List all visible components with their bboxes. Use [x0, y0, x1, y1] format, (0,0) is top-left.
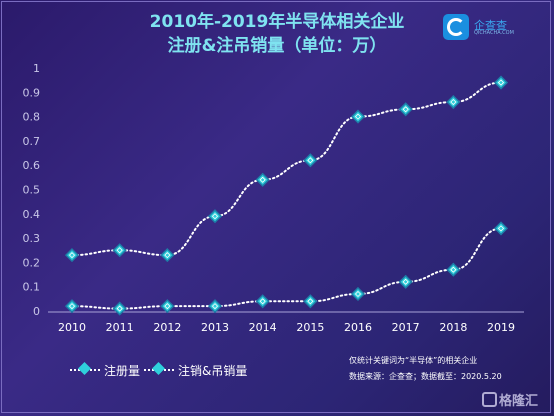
data-point-1-3 [207, 299, 223, 314]
data-point-1-0 [64, 299, 80, 314]
series-line-0 [71, 81, 502, 257]
watermark: 格隆汇 [482, 390, 538, 409]
data-point-inner-0-2 [164, 252, 171, 259]
watermark-text: 格隆汇 [499, 394, 539, 409]
data-point-inner-1-8 [450, 266, 457, 273]
gelonghui-logo-icon [482, 392, 497, 407]
x-tick-label: 2015 [296, 321, 324, 334]
data-point-1-6 [350, 286, 366, 302]
y-tick-label: 0.5 [23, 184, 41, 197]
data-point-1-7 [398, 274, 413, 289]
data-point-inner-1-1 [116, 305, 123, 312]
chart-title: 2010年-2019年半导体相关企业 注册&注吊销量（单位：万） [0, 10, 554, 58]
y-tick-label: 0.1 [23, 281, 41, 294]
y-tick-label: 0.7 [23, 135, 41, 148]
data-point-inner-1-7 [402, 278, 409, 285]
data-point-inner-1-0 [68, 303, 76, 310]
data-point-1-4 [255, 294, 270, 309]
y-tick-label: 0.6 [23, 159, 41, 172]
data-point-inner-1-3 [211, 303, 219, 310]
qichacha-c-logo-icon [443, 14, 469, 40]
y-tick-label: 1 [33, 62, 40, 75]
chart-title-line1: 2010年-2019年半导体相关企业 [149, 12, 405, 32]
chart-notes: 仅统计关键词为“半导体”的相关企业 数据来源：企查查；数据截至：2020.5.2… [349, 353, 502, 385]
data-point-0-4 [255, 172, 270, 187]
data-point-inner-1-6 [354, 290, 362, 298]
y-tick-label: 0.2 [23, 256, 41, 269]
data-point-1-8 [446, 262, 461, 277]
x-tick-label: 2012 [153, 321, 181, 334]
data-point-inner-0-3 [211, 213, 219, 220]
data-point-inner-1-5 [307, 298, 314, 305]
x-tick-label: 2011 [106, 321, 134, 334]
data-point-inner-0-6 [354, 113, 362, 120]
data-point-0-5 [303, 153, 318, 168]
series-line-1 [71, 227, 502, 310]
data-point-1-2 [160, 299, 175, 314]
data-point-1-9 [493, 221, 509, 236]
x-tick-label: 2019 [487, 321, 515, 334]
x-tick-label: 2014 [249, 321, 277, 334]
data-point-0-6 [350, 109, 366, 124]
x-tick-label: 2013 [201, 321, 229, 334]
data-point-0-1 [112, 243, 127, 258]
logo-name: 企查查 [474, 19, 507, 32]
data-point-inner-0-8 [450, 98, 457, 106]
data-point-inner-1-9 [497, 225, 505, 232]
data-point-0-2 [160, 248, 175, 263]
logo-sub: QICHACHA.COM [474, 30, 514, 36]
data-point-inner-0-0 [68, 252, 76, 259]
legend-label-registrations: 注册量 [104, 364, 141, 378]
y-tick-label: 0.3 [23, 232, 41, 245]
note-scope: 仅统计关键词为“半导体”的相关企业 [349, 356, 478, 365]
data-point-1-5 [303, 294, 318, 309]
data-point-0-0 [64, 248, 80, 263]
chart-title-line2: 注册&注吊销量（单位：万） [167, 36, 387, 56]
y-tick-label: 0.8 [23, 111, 41, 124]
data-point-inner-1-4 [259, 298, 266, 305]
data-point-inner-0-1 [116, 247, 123, 254]
qichacha-logo: 企查查 QICHACHA.COM [443, 14, 525, 40]
x-tick-label: 2017 [392, 321, 420, 334]
x-tick-label: 2010 [58, 321, 86, 334]
data-point-0-8 [446, 94, 461, 110]
data-point-0-7 [398, 102, 413, 117]
y-tick-label: 0.4 [23, 208, 41, 221]
x-tick-label: 2018 [439, 321, 467, 334]
data-point-inner-0-4 [259, 176, 266, 183]
y-tick-label: 0.9 [23, 86, 41, 99]
data-point-inner-0-9 [497, 79, 505, 86]
data-point-inner-0-5 [307, 157, 314, 164]
data-point-1-1 [112, 301, 127, 316]
note-source: 数据来源：企查查；数据截至：2020.5.20 [349, 372, 502, 381]
data-point-inner-0-7 [402, 106, 409, 113]
legend-label-cancellations: 注销&吊销量 [178, 364, 248, 378]
data-point-0-9 [493, 75, 509, 90]
data-point-0-3 [207, 209, 223, 224]
x-tick-label: 2016 [344, 321, 372, 334]
data-point-inner-1-2 [164, 303, 171, 310]
y-tick-label: 0 [33, 305, 40, 318]
